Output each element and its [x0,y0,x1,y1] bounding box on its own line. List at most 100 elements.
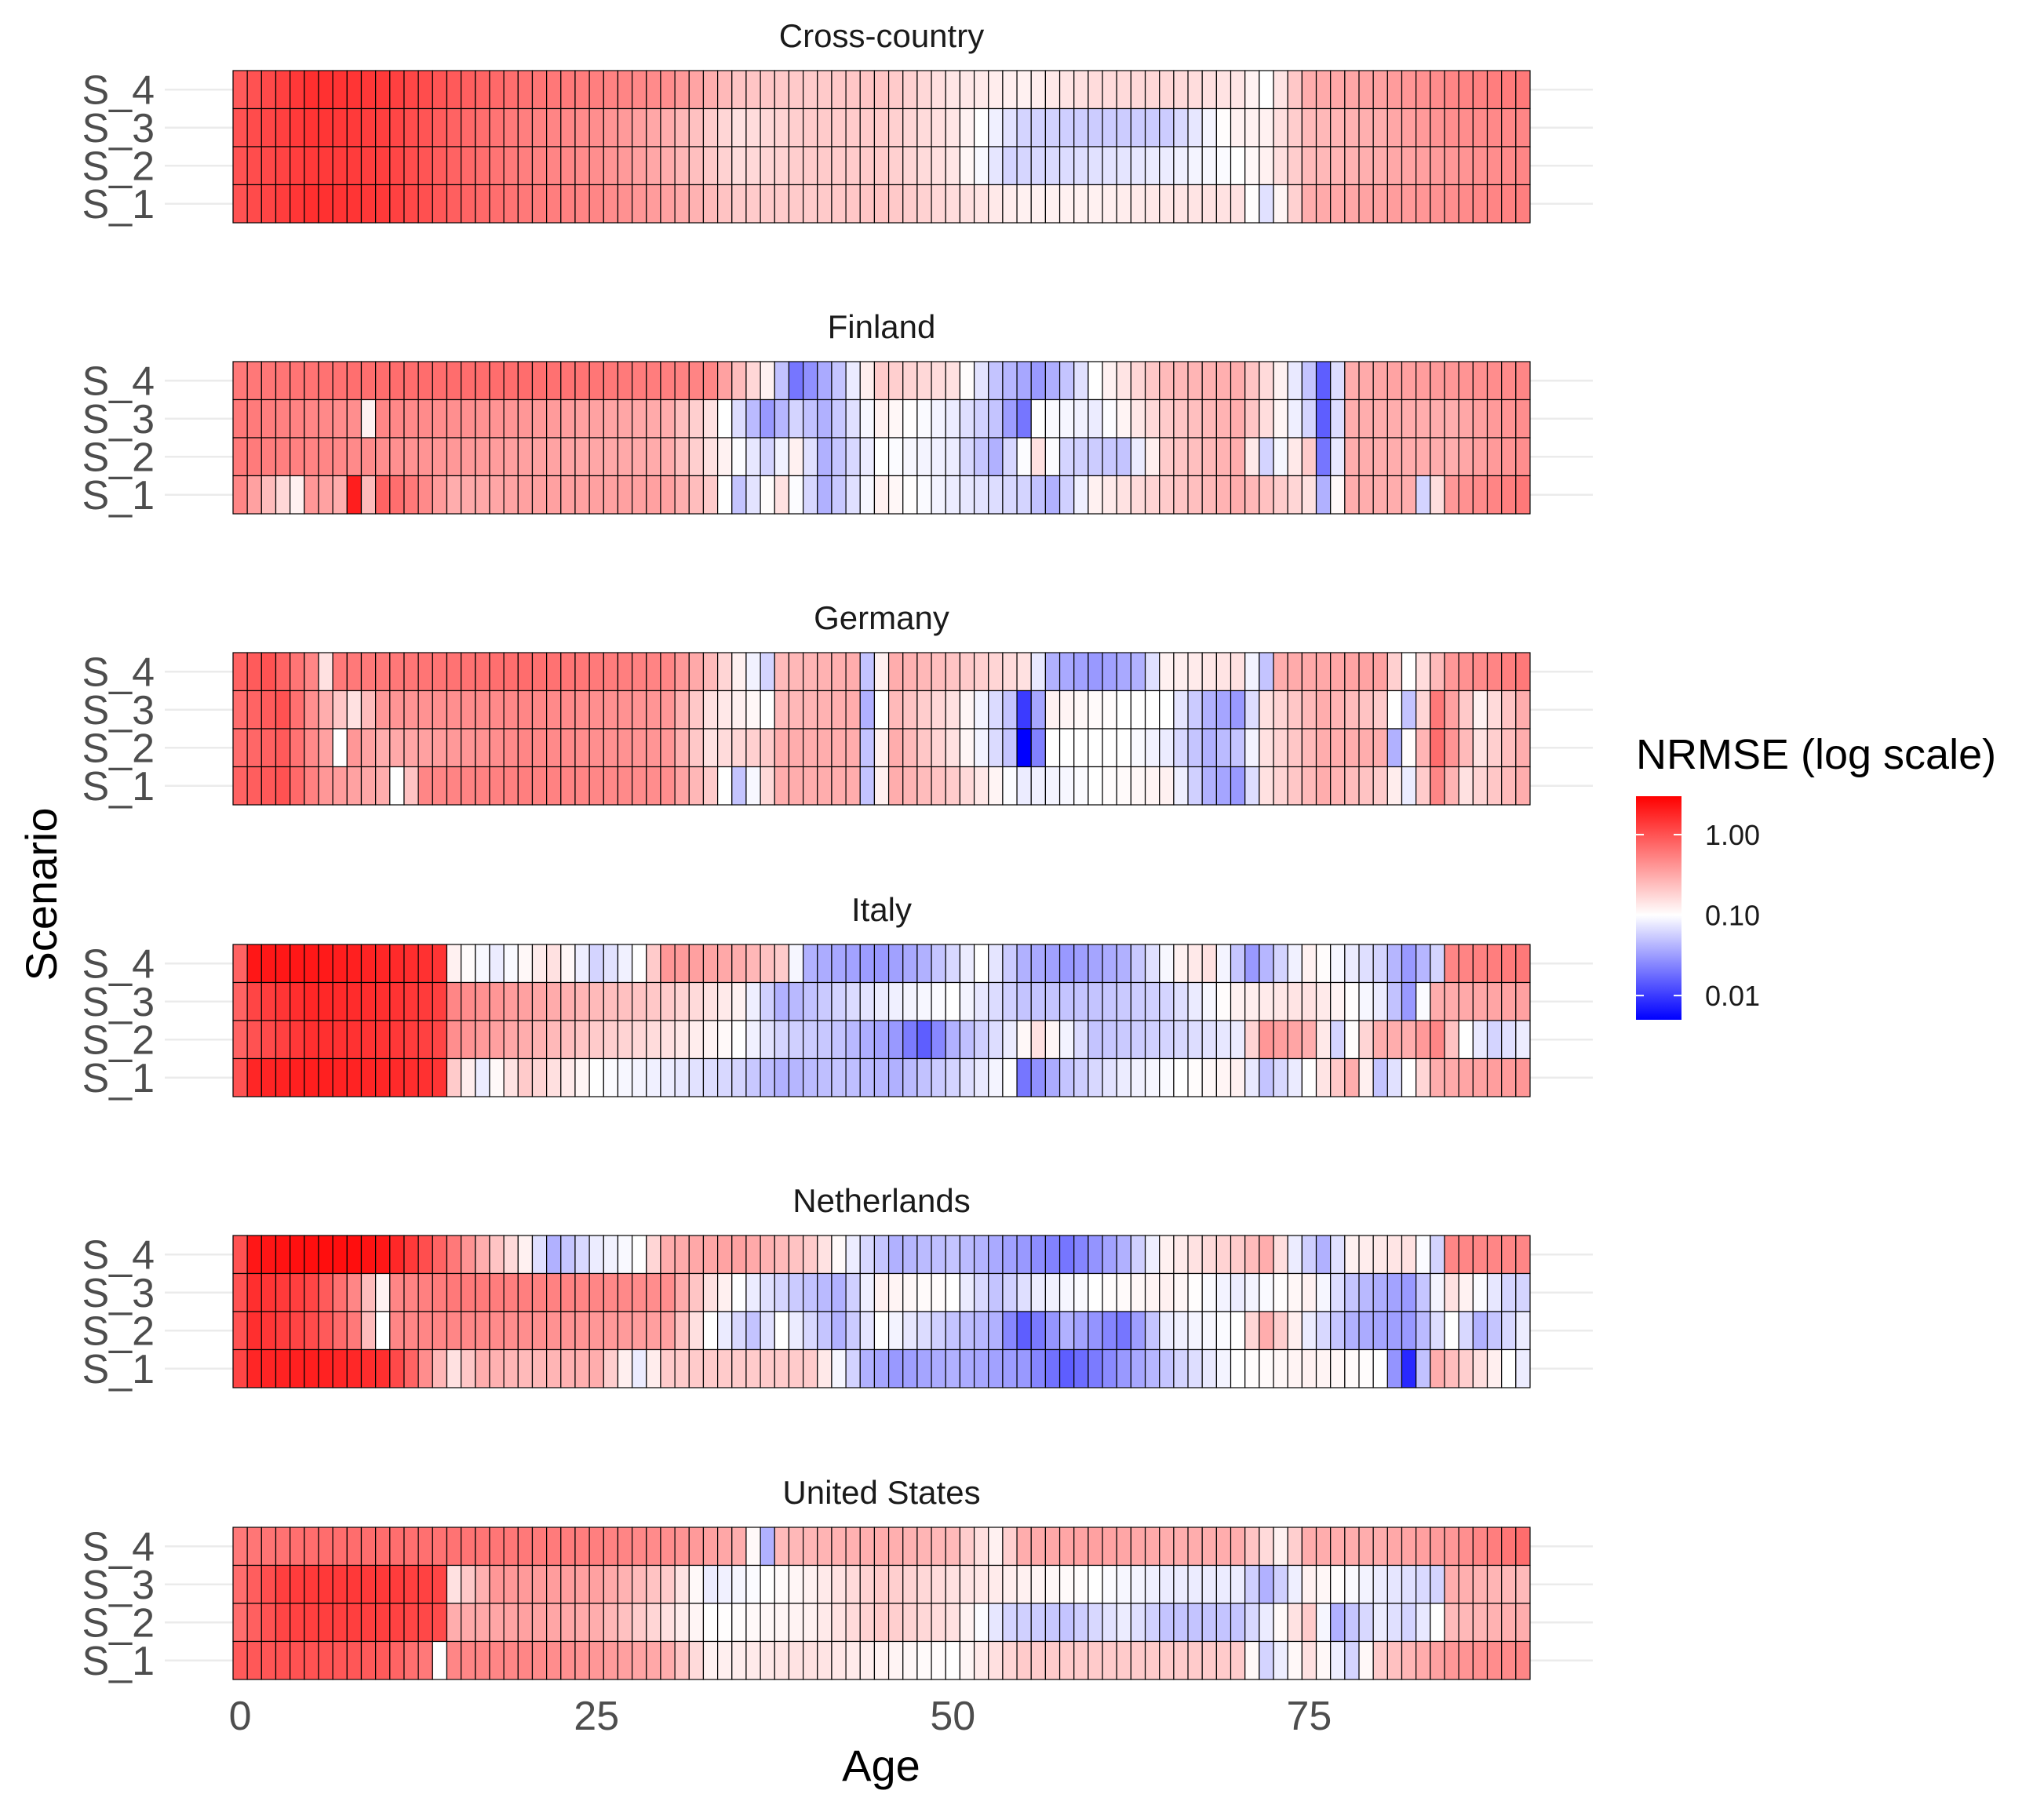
heatmap-tile [802,944,818,984]
heatmap-tile [375,70,391,110]
heatmap-tile [688,437,705,477]
heatmap-tile [1244,1235,1260,1275]
heatmap-tile [1088,690,1103,730]
heatmap-tile [275,1640,291,1680]
heatmap-tile [546,1311,562,1351]
heatmap-tile [1458,70,1474,110]
heatmap-tile [617,944,633,984]
heatmap-tile [1344,766,1360,806]
heatmap-tile [845,1311,861,1351]
heatmap-tile [831,1640,847,1680]
heatmap-tile [1430,652,1445,692]
heatmap-tile [1144,1348,1160,1388]
heatmap-tile [1230,1272,1246,1312]
heatmap-tile [1515,475,1531,515]
heatmap-tile [902,184,918,224]
heatmap-tile [1058,1527,1075,1567]
heatmap-tile [432,1564,448,1604]
panel-title: Germany [814,599,949,636]
heatmap-tile [774,944,790,984]
heatmap-tile [831,1603,847,1643]
heatmap-tile [1386,1527,1403,1567]
heatmap-tile [931,70,946,110]
legend-label: 0.01 [1705,980,1760,1012]
heatmap-tile [1215,398,1232,439]
heatmap-tile [290,475,305,515]
heatmap-tile [916,361,932,401]
heatmap-tile [902,1527,918,1567]
heatmap-tile [646,1603,661,1643]
heatmap-tile [1116,184,1131,224]
heatmap-tile [731,766,747,806]
heatmap-tile [318,1272,333,1312]
heatmap-tile [660,1272,676,1312]
heatmap-tile [346,1020,363,1060]
heatmap-tile [503,1527,519,1567]
heatmap-tile [246,70,262,110]
heatmap-tile [702,1235,719,1275]
heatmap-tile [1058,70,1075,110]
heatmap-tile [959,690,975,730]
heatmap-tile [632,1235,647,1275]
heatmap-tile [1458,1235,1474,1275]
heatmap-tile [1315,1057,1332,1097]
heatmap-tile [1201,107,1217,147]
heatmap-tile [831,1348,847,1388]
heatmap-tile [603,475,619,515]
heatmap-tile [603,398,619,439]
heatmap-tile [1173,1057,1189,1097]
heatmap-tile [475,1311,490,1351]
heatmap-tile [489,1603,505,1643]
heatmap-tile [702,1527,719,1567]
heatmap-tile [1159,1527,1175,1567]
heatmap-tile [503,1564,519,1604]
heatmap-tile [517,1311,534,1351]
heatmap-tile [774,1640,790,1680]
heatmap-tile [246,107,262,147]
heatmap-tile [588,1603,604,1643]
heatmap-tile [588,1527,604,1567]
heatmap-tile [232,70,248,110]
heatmap-tile [574,1235,590,1275]
heatmap-tile [503,1603,519,1643]
heatmap-tile [1444,944,1459,984]
heatmap-tile [859,146,876,186]
heatmap-tile [817,1235,833,1275]
heatmap-tile [389,1527,405,1567]
heatmap-tile [1244,728,1260,768]
heatmap-tile [475,398,490,439]
heatmap-tile [475,728,490,768]
heatmap-tile [1016,1235,1032,1275]
heatmap-tile [1515,184,1531,224]
heatmap-tile [845,1272,861,1312]
heatmap-tile [1415,1272,1431,1312]
heatmap-tile [1501,146,1517,186]
heatmap-tile [1287,944,1303,984]
heatmap-tile [432,1272,448,1312]
heatmap-tile [916,437,932,477]
heatmap-tile [389,1603,405,1643]
heatmap-tile [1315,981,1332,1021]
heatmap-tile [1187,981,1203,1021]
heatmap-tile [873,475,890,515]
heatmap-tile [232,146,248,186]
heatmap-tile [1244,652,1260,692]
heatmap-tile [603,146,619,186]
heatmap-tile [346,184,363,224]
heatmap-tile [646,1640,661,1680]
heatmap-tile [902,1311,918,1351]
heatmap-tile [916,1564,932,1604]
heatmap-tile [1144,107,1160,147]
heatmap-tile [931,1603,946,1643]
heatmap-tile [1016,437,1032,477]
heatmap-tile [275,70,291,110]
heatmap-tile [1088,1603,1103,1643]
heatmap-tile [1401,1272,1417,1312]
heatmap-tile [1430,361,1445,401]
heatmap-tile [1173,361,1189,401]
heatmap-tile [304,1527,319,1567]
heatmap-tile [887,361,904,401]
heatmap-tile [1486,1527,1503,1567]
heatmap-tile [632,398,647,439]
heatmap-tile [1372,1603,1388,1643]
